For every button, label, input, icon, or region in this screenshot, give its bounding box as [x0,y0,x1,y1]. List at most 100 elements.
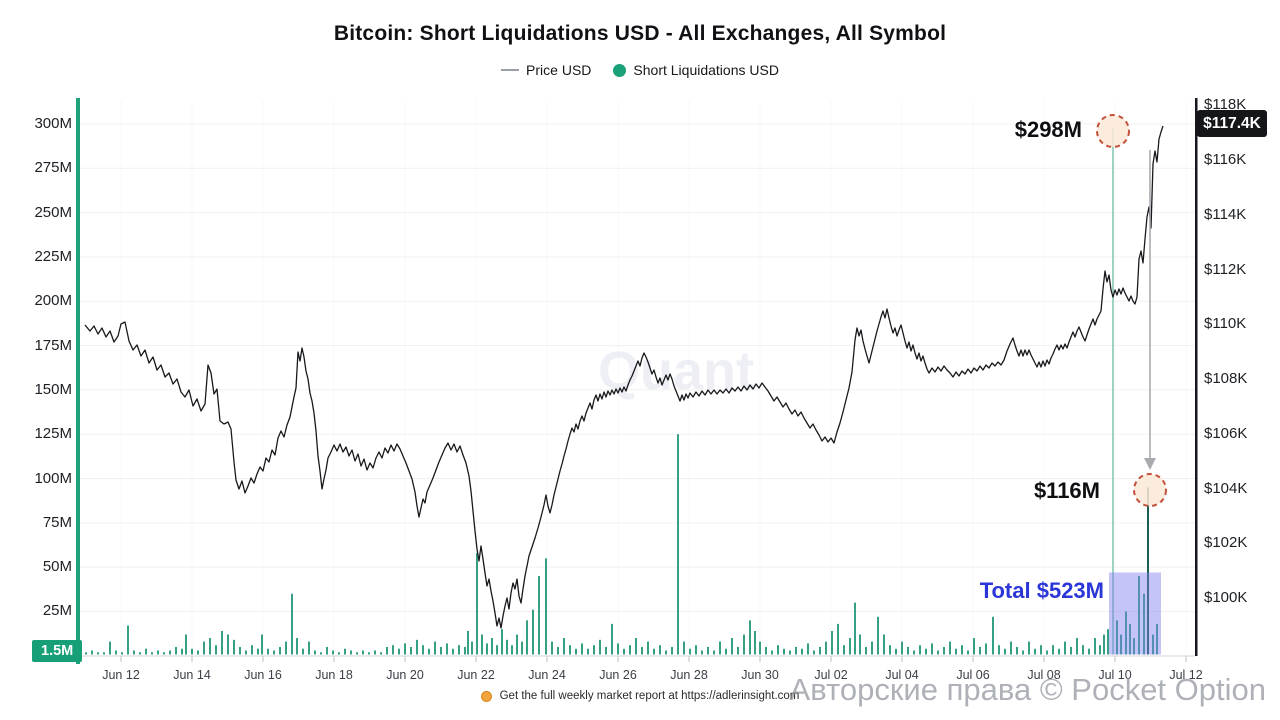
liquidation-bar [1088,648,1090,655]
liquidation-bar [1040,645,1042,655]
liquidation-bar [759,641,761,655]
liquidation-bar [843,645,845,655]
liquidation-bar [326,646,328,655]
liquidation-bar [901,641,903,655]
liquidation-bar [913,650,915,655]
liquidation-bar [127,625,129,655]
liquidation-bar [404,643,406,655]
liquidation-bar [380,652,382,655]
left-axis-current-value-badge: 1.5M [32,640,83,662]
liquidation-bar [783,648,785,655]
legend-price-label: Price USD [526,62,592,78]
liquidation-bar [677,434,679,655]
liquidation-bar [659,645,661,655]
liquidation-bar [506,639,508,655]
liquidation-bar [175,646,177,655]
legend-item-price: Price USD [501,62,591,78]
liquidation-bar [629,645,631,655]
liquidation-bar [91,650,93,655]
liquidation-bar [587,648,589,655]
liquidation-bar [831,630,833,655]
liquidation-bar [251,645,253,655]
liquidation-bar [743,634,745,655]
liquidation-bar [1046,650,1048,655]
liquidation-bar [1138,576,1140,655]
liquidation-bar [623,648,625,655]
liquidation-bar [961,645,963,655]
legend-liquidations-label: Short Liquidations USD [633,62,779,78]
liquidation-bar [925,648,927,655]
liquidation-bar [1133,638,1135,655]
liquidation-bar [569,645,571,655]
liquidation-bar [557,646,559,655]
footer-note: Get the full weekly market report at htt… [0,690,1280,702]
liquidation-bar [635,638,637,655]
liquidation-bar [813,650,815,655]
liquidation-bar [575,648,577,655]
liquidation-bar [777,645,779,655]
liquidation-bar [261,634,263,655]
liquidation-bar [227,634,229,655]
liquidation-bar [133,650,135,655]
liquidation-bar [854,602,856,655]
liquidation-bar [765,646,767,655]
liquidation-bar [653,648,655,655]
dashed-highlight-circle [1096,114,1130,148]
liquidation-bar [273,650,275,655]
liquidation-bar [671,646,673,655]
liquidation-bar [350,650,352,655]
liquidation-bar [245,650,247,655]
liquidation-bar [1082,645,1084,655]
dashed-highlight-circle [1133,473,1167,507]
last-price-badge: $117.4K [1197,110,1267,137]
liquidation-bar [458,645,460,655]
liquidation-bar [992,616,994,655]
liquidation-bar [865,646,867,655]
liquidation-bar [163,652,165,655]
liquidation-bar [209,638,211,655]
liquidations-dot-swatch-icon [613,63,627,77]
liquidation-bar [386,646,388,655]
liquidation-bar [895,648,897,655]
liquidation-bar [538,576,540,655]
liquidation-bar [719,641,721,655]
liquidation-bar [1028,641,1030,655]
liquidation-bar [749,620,751,655]
liquidation-bar [771,650,773,655]
liquidation-bar [937,650,939,655]
liquidation-bar [877,616,879,655]
right-axis-line [1195,98,1198,656]
liquidation-bar [532,609,534,655]
liquidation-bar [410,646,412,655]
liquidation-bar [919,645,921,655]
liquidation-bar [849,638,851,655]
liquidation-bar [416,639,418,655]
liquidation-bar [1094,638,1096,655]
liquidation-bar [233,639,235,655]
liquidation-bar [701,650,703,655]
legend: Price USD Short Liquidations USD [0,62,1280,78]
liquidation-bar [516,634,518,655]
liquidation-bar [707,646,709,655]
liquidation-bar [157,650,159,655]
liquidation-bar [883,634,885,655]
liquidation-bar [467,630,469,655]
liquidation-bar [611,623,613,655]
liquidation-bar [967,650,969,655]
liquidation-bar [185,634,187,655]
liquidation-bar [85,652,87,655]
liquidation-bar [332,650,334,655]
liquidation-bar [267,648,269,655]
liquidation-bar [203,641,205,655]
liquidation-bar [871,641,873,655]
liquidation-bar [422,645,424,655]
liquidation-bar [103,652,105,655]
liquidation-bar [593,645,595,655]
liquidation-bar [1076,638,1078,655]
liquidation-bar [428,648,430,655]
liquidation-bar [931,643,933,655]
liquidation-bar [985,643,987,655]
liquidation-bar [807,643,809,655]
